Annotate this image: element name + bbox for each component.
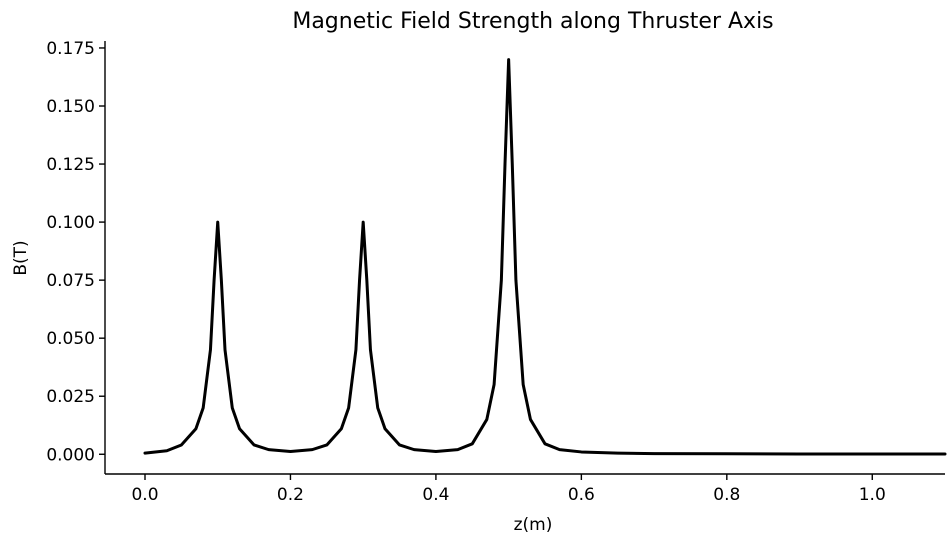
y-tick-label: 0.025	[46, 387, 95, 407]
x-tick-label: 0.4	[422, 485, 449, 505]
x-tick-label: 1.0	[859, 485, 886, 505]
plot-area: 0.0 0.2 0.4 0.6 0.8 1.0 0.000 0.025 0.050 0.075 0.…	[46, 39, 947, 505]
y-tick-label: 0.150	[46, 97, 95, 117]
y-axis-label: B(T)	[11, 240, 31, 275]
x-tick-label: 0.2	[277, 485, 304, 505]
x-axis-label: z(m)	[514, 515, 553, 535]
y-tick-label: 0.175	[46, 39, 95, 59]
chart-title: Magnetic Field Strength along Thruster A…	[292, 9, 773, 34]
series-line-0	[143, 58, 947, 456]
y-tick-label: 0.100	[46, 213, 95, 233]
y-tick-label: 0.075	[46, 271, 95, 291]
y-tick-label: 0.000	[46, 445, 95, 465]
x-tick-label: 0.6	[568, 485, 595, 505]
x-tick-label: 0.8	[713, 485, 740, 505]
x-tick-label: 0.0	[131, 485, 158, 505]
y-tick-label: 0.125	[46, 155, 95, 175]
y-tick-label: 0.050	[46, 329, 95, 349]
